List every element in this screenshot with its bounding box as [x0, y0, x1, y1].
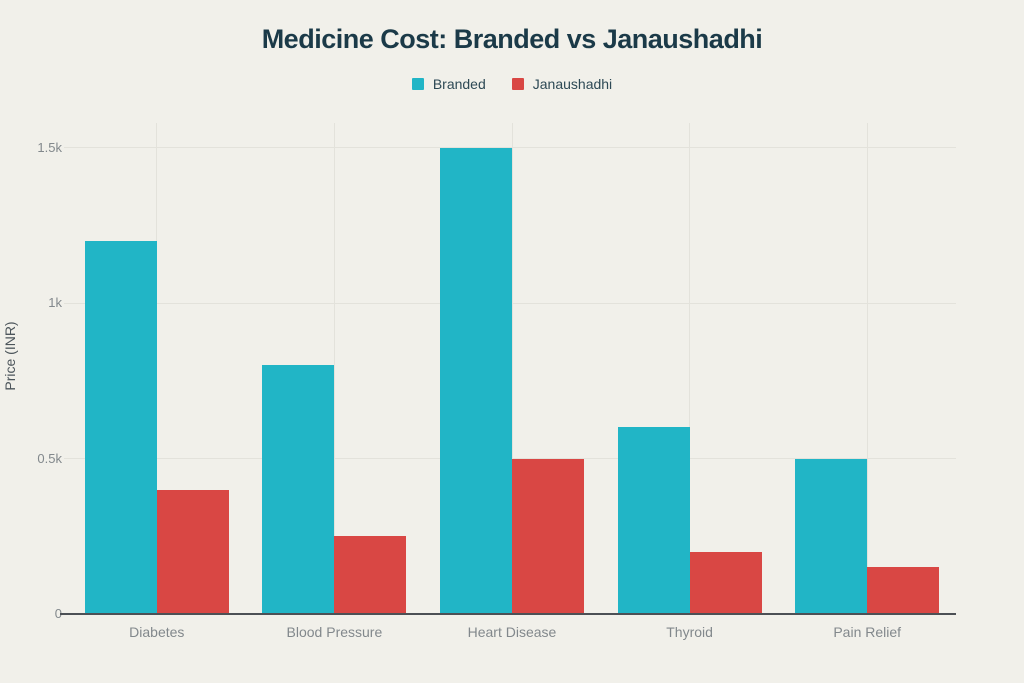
gridline-v-diabetes: [156, 123, 158, 614]
x-label-thyroid: Thyroid: [666, 624, 713, 640]
legend-item-branded: Branded: [411, 76, 486, 92]
legend-label-janaushadhi: Janaushadhi: [532, 76, 613, 92]
bar-branded-pain-relief: [795, 458, 868, 614]
y-tick-label-1.5k: 1.5k: [37, 139, 62, 155]
bar-janaushadhi-blood-pressure: [334, 536, 407, 614]
gridline-v-heart-disease: [511, 123, 513, 614]
y-tick-label-1k: 1k: [48, 295, 62, 310]
gridline-v-pain-relief: [866, 123, 868, 614]
zero-tick-mark: [60, 613, 68, 615]
bar-branded-blood-pressure: [262, 365, 335, 614]
y-axis-title: Price (INR): [2, 321, 18, 391]
bar-branded-diabetes: [84, 240, 157, 614]
y-tick-label-0: 0: [54, 606, 62, 621]
x-label-blood-pressure: Blood Pressure: [286, 624, 383, 640]
x-label-heart-disease: Heart Disease: [467, 624, 557, 640]
x-label-pain-relief: Pain Relief: [833, 624, 902, 640]
legend-label-branded: Branded: [432, 76, 486, 92]
legend-swatch-branded-icon: [411, 78, 424, 90]
bar-branded-thyroid: [617, 427, 690, 614]
bar-janaushadhi-pain-relief: [867, 567, 940, 614]
y-tick-label-0.5k: 0.5k: [37, 450, 62, 466]
legend: Branded Janaushadhi: [0, 76, 1024, 92]
bar-branded-heart-disease: [440, 147, 512, 614]
bar-janaushadhi-heart-disease: [512, 458, 584, 614]
legend-item-janaushadhi: Janaushadhi: [511, 76, 613, 92]
chart-title: Medicine Cost: Branded vs Janaushadhi: [261, 24, 763, 54]
x-axis-line: [68, 613, 956, 615]
x-label-diabetes: Diabetes: [129, 624, 185, 640]
gridline-v-thyroid: [689, 123, 691, 614]
legend-swatch-janaushadhi-icon: [511, 78, 524, 90]
bar-janaushadhi-diabetes: [156, 489, 229, 614]
bar-janaushadhi-thyroid: [689, 551, 762, 614]
gridline-v-blood-pressure: [333, 123, 335, 614]
